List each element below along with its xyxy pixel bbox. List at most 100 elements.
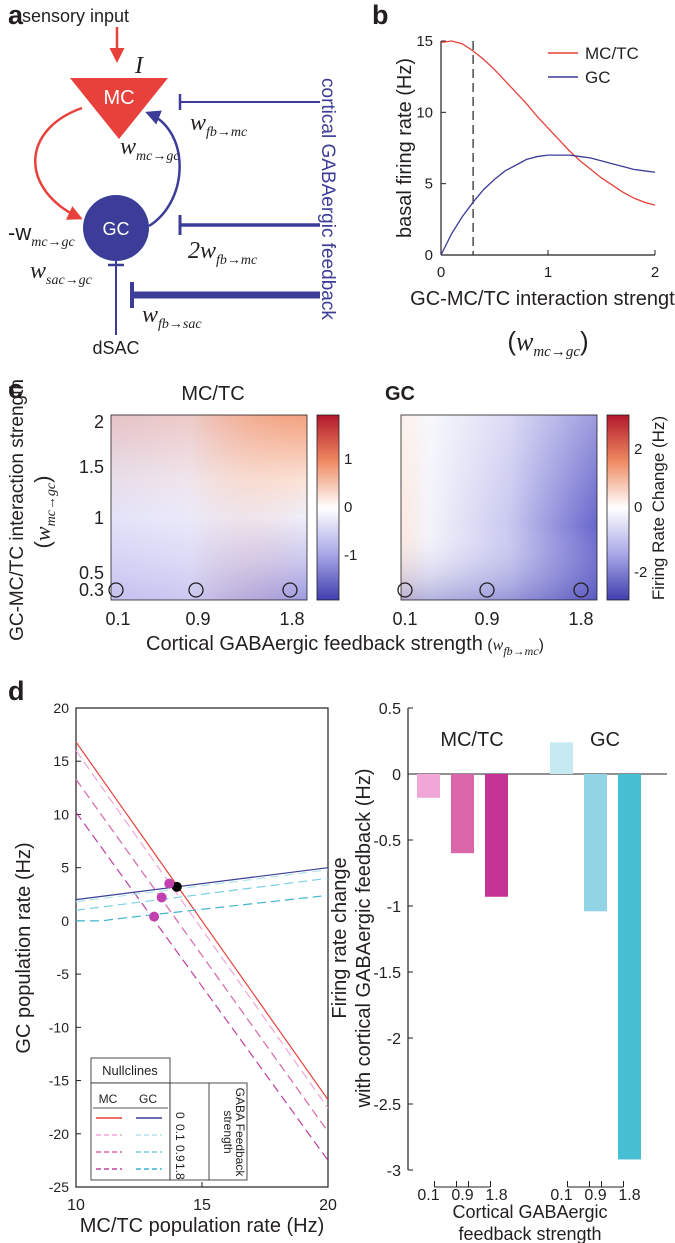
cortical-feedback-label: cortical GABAergic feedback bbox=[317, 78, 338, 320]
d-bar-mctc-2 bbox=[485, 774, 508, 897]
b-legend-mc-label: MC/TC bbox=[585, 44, 639, 63]
d-right-ytick-label-6: -2.5 bbox=[373, 1097, 401, 1114]
mc-to-gc-arrow bbox=[34, 106, 83, 220]
minus-w-mc-gc-label: -wmc→gc bbox=[8, 220, 76, 250]
b-series-mctc bbox=[440, 40, 656, 206]
two-w-fb-mc-label: 2wfb→mc bbox=[188, 238, 258, 268]
d-fixed-point-0 bbox=[171, 881, 182, 892]
d-mc-nullcline-1 bbox=[75, 750, 329, 1109]
d-right-ytick-label-3: -1 bbox=[387, 899, 401, 916]
d-left-ytick-label-2: 10 bbox=[53, 806, 69, 822]
c-xlabel: Cortical GABAergic feedback strength (wf… bbox=[146, 633, 544, 658]
c-gc-title: GC bbox=[385, 383, 415, 405]
c-gc-frame bbox=[400, 414, 598, 601]
d-bar-gc-2 bbox=[618, 774, 641, 1160]
b-xtick-label-0: 0 bbox=[437, 264, 445, 281]
d-right-xtick-0-0: 0.1 bbox=[417, 1187, 439, 1204]
d-left-xlabel: MC/TC population rate (Hz) bbox=[80, 1215, 325, 1237]
c-mc-circle-1 bbox=[188, 582, 204, 598]
legend-level-09: 0.9 bbox=[173, 1145, 187, 1162]
c-gc-colorbar bbox=[606, 414, 630, 601]
d-left-ytick-label-4: 0 bbox=[61, 913, 69, 929]
c-mc-cbtick-2: -1 bbox=[344, 547, 357, 564]
d-right-ytick-label-7: -3 bbox=[387, 1163, 401, 1180]
c-gc-xtick-0: 0.1 bbox=[392, 609, 417, 629]
c-gc-circle-1 bbox=[479, 582, 495, 598]
legend-title: Nullclines bbox=[102, 1063, 158, 1078]
d-bar-mctc-0 bbox=[417, 774, 440, 798]
c-mc-colorbar bbox=[316, 414, 340, 601]
d-right-xlabel-line1: Cortical GABAergic bbox=[452, 1202, 607, 1222]
b-ytick-label-0: 0 bbox=[425, 247, 433, 264]
d-right-xtick-1-2: 1.8 bbox=[618, 1187, 640, 1204]
d-left-ytick-label-1: 15 bbox=[53, 753, 69, 769]
d-bar-mctc-1 bbox=[451, 774, 474, 854]
b-xlabel-symbol: (wmc→gc) bbox=[507, 326, 588, 360]
d-right-ylabel-line2: with cortical GABAergic feedback (Hz) bbox=[353, 768, 375, 1108]
panel-label-c: c bbox=[8, 374, 23, 404]
panel-label-d: d bbox=[8, 676, 25, 706]
b-ytick-label-1: 5 bbox=[425, 176, 433, 193]
d-right-xtick-0-1: 0.9 bbox=[451, 1187, 473, 1204]
c-ylabel-symbol: (wmc→gc) bbox=[30, 476, 59, 549]
d-right-ytick-label-0: 0.5 bbox=[379, 701, 401, 718]
mc-label: MC bbox=[103, 87, 134, 109]
d-left-ytick-label-9: -25 bbox=[49, 1179, 69, 1195]
b-series-gc bbox=[440, 154, 656, 256]
d-left-ytick-label-3: 5 bbox=[61, 860, 69, 876]
w-mc-gc-label: wmc→gc bbox=[120, 134, 180, 164]
c-mc-circle-0 bbox=[108, 582, 124, 598]
chart-d-bars: 0.5 0 -0.5 -1 -1.5 -2 -2.5 -3 0.1 0.9 1.8 0.1 0.9 1.8 bbox=[373, 701, 667, 1204]
legend-title-box bbox=[90, 1057, 171, 1084]
c-mc-cbtick-1: 0 bbox=[344, 499, 352, 516]
d-nullcline-legend: Nullclines MC GC 0 0.1 0.9 1.8 GABA Feed… bbox=[90, 1057, 248, 1181]
b-ylabel: basal firing rate (Hz) bbox=[394, 58, 416, 238]
b-legend-gc-label: GC bbox=[585, 68, 611, 87]
d-right-ytick-label-2: -0.5 bbox=[373, 833, 401, 850]
c-mc-title: MC/TC bbox=[181, 383, 244, 405]
panel-label-a: a bbox=[8, 0, 24, 30]
b-xtick-label-2: 2 bbox=[651, 264, 659, 281]
legend-col-mc: MC bbox=[99, 1092, 118, 1106]
d-right-ytick-label-5: -2 bbox=[387, 1031, 401, 1048]
chart-d-nullclines: 10 15 20 20 15 10 5 0 -5 -10 -15 -20 -25 bbox=[49, 700, 337, 1214]
d-bar-gc-1 bbox=[584, 774, 607, 912]
d-left-xtick-label-2: 20 bbox=[319, 1197, 337, 1214]
legend-axis-label-wrap: GABA Feedback strength bbox=[221, 1088, 246, 1177]
c-gc-cbtick-1: 0 bbox=[634, 499, 642, 516]
c-mc-xtick-2: 1.8 bbox=[279, 609, 304, 629]
d-gc-nullcline-3 bbox=[76, 894, 329, 922]
c-gc-xtick-1: 0.9 bbox=[474, 609, 499, 629]
c-mc-xtick-1: 0.9 bbox=[185, 609, 210, 629]
c-mc-circle-2 bbox=[282, 582, 298, 598]
input-symbol: I bbox=[134, 53, 144, 79]
sensory-input-label: sensory input bbox=[22, 6, 129, 26]
legend-level-01: 0.1 bbox=[173, 1124, 187, 1141]
d-gc-nullcline-0 bbox=[75, 867, 329, 901]
d-right-xtick-1-1: 0.9 bbox=[584, 1187, 606, 1204]
d-right-group-mc: MC/TC bbox=[440, 729, 503, 751]
c-mc-cbtick-0: 1 bbox=[344, 451, 352, 468]
c-ytick-1: 0.5 bbox=[79, 563, 104, 583]
c-mc-heatmap-overlay bbox=[111, 415, 307, 600]
c-gc-cbtick-2: -2 bbox=[634, 564, 647, 581]
d-left-ytick-label-7: -15 bbox=[49, 1073, 69, 1089]
d-fixed-point-2 bbox=[156, 892, 167, 903]
b-xtick-label-1: 1 bbox=[544, 264, 552, 281]
b-xlabel: GC-MC/TC interaction strength bbox=[410, 288, 675, 310]
d-left-ytick-label-0: 20 bbox=[53, 700, 69, 716]
d-gc-nullcline-1 bbox=[75, 869, 329, 903]
d-right-ytick-label-4: -1.5 bbox=[373, 965, 401, 982]
w-sac-gc-label: wsac→gc bbox=[30, 258, 93, 288]
legend-level-0: 0 bbox=[173, 1112, 187, 1119]
c-mc-xtick-0: 0.1 bbox=[105, 609, 130, 629]
d-fixed-point-1 bbox=[164, 878, 175, 889]
mc-triangle bbox=[70, 78, 168, 139]
c-gc-ticks: 0.1 0.9 1.8 2 0 -2 bbox=[392, 441, 647, 629]
d-mc-nullcline-2 bbox=[75, 778, 329, 1132]
panel-label-b: b bbox=[372, 0, 389, 30]
legend-col-gc: GC bbox=[139, 1092, 157, 1106]
c-gc-colorbar-label: Firing Rate Change (Hz) bbox=[649, 416, 668, 600]
c-ytick-3: 1.5 bbox=[79, 457, 104, 477]
